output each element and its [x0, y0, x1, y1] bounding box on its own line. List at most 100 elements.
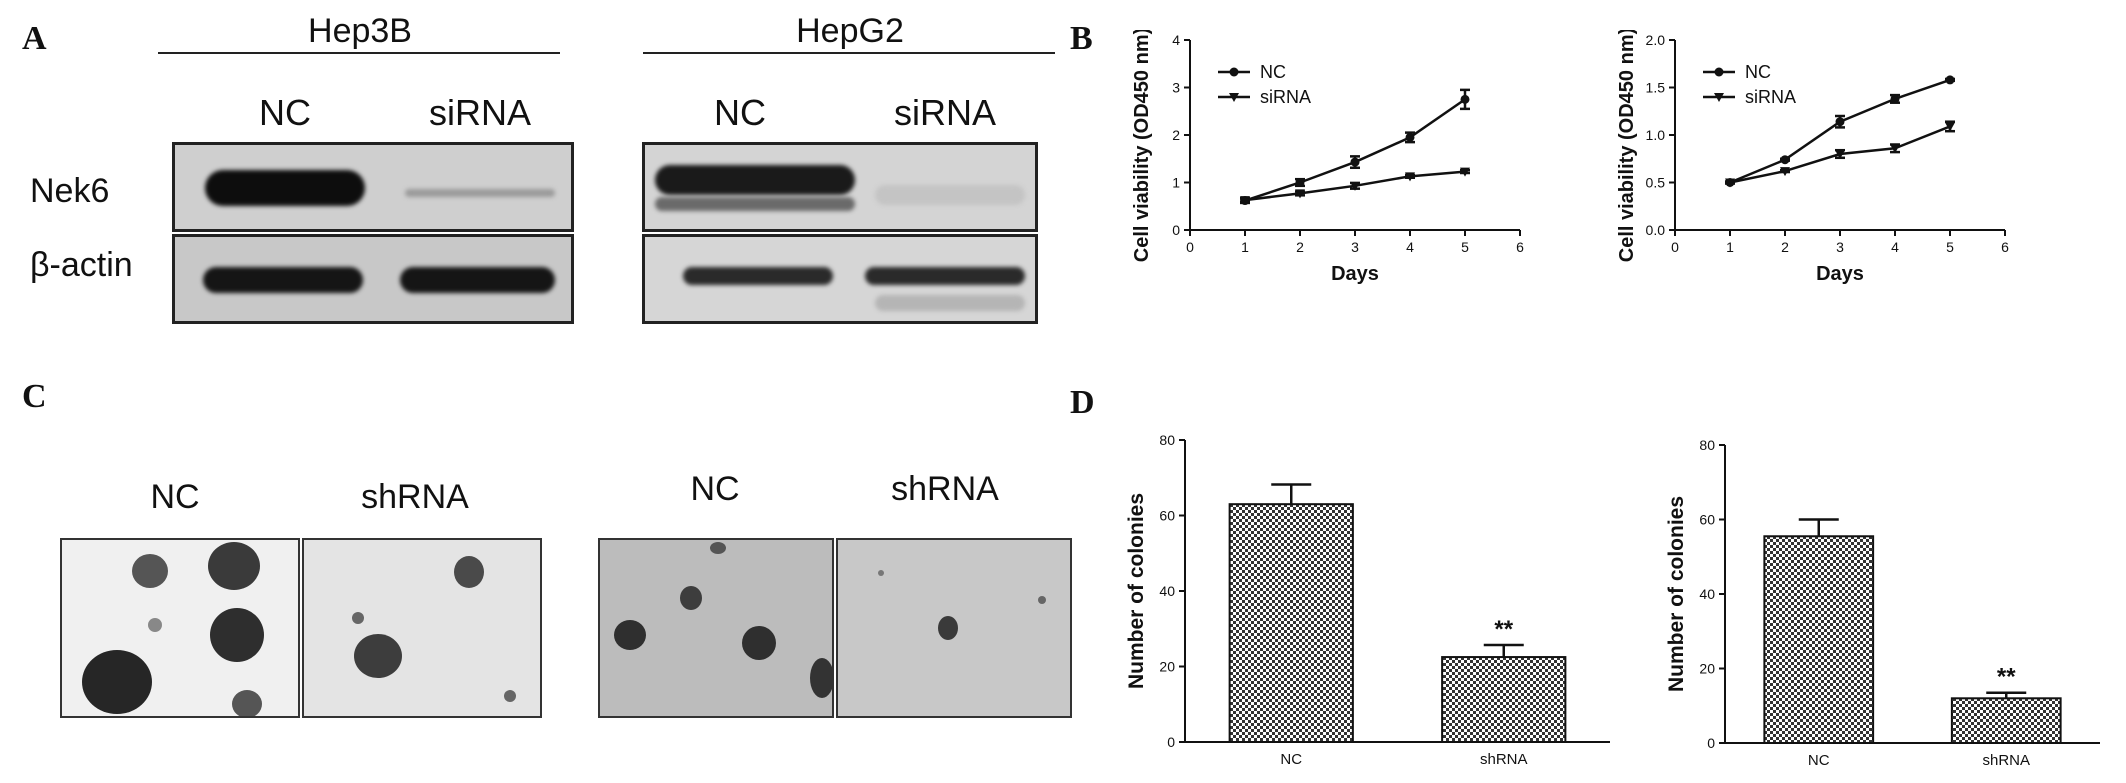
data-point-siRNA: [1725, 178, 1735, 188]
y-tick-label: 3: [1172, 80, 1180, 96]
colony: [614, 620, 646, 650]
band: [405, 189, 555, 197]
significance-label: **: [1997, 664, 2016, 691]
colony: [82, 650, 152, 714]
colony: [938, 616, 958, 640]
x-tick-label: 4: [1891, 239, 1899, 255]
data-point-siRNA: [1295, 189, 1305, 199]
colony: [232, 690, 262, 716]
y-tick-label: 40: [1699, 586, 1715, 602]
data-point-NC: [1890, 94, 1900, 104]
legend-marker: [1714, 93, 1724, 102]
y-tick-label: 1: [1172, 175, 1180, 191]
colony-photo-nc-2: [598, 538, 834, 718]
data-point-NC: [1835, 117, 1845, 127]
data-point-siRNA: [1890, 144, 1900, 154]
photo-label: shRNA: [361, 478, 469, 516]
lane-label: NC: [714, 92, 766, 133]
line-chart-b-right: 0.0 0.5 1.0 1.5 2.0 0 1 2 3 4 5 6 Days Cell viability…: [1616, 30, 2009, 285]
x-tick-label: 2: [1781, 239, 1789, 255]
data-point-siRNA: [1460, 167, 1470, 177]
legend-label: NC: [1745, 62, 1771, 82]
cell-line-title: HepG2: [796, 12, 904, 50]
bar-NC: [1763, 535, 1875, 744]
x-tick-label: 0: [1671, 239, 1679, 255]
panel-letter-c: C: [22, 378, 47, 415]
data-point-siRNA: [1835, 150, 1845, 159]
x-tick-label: 0: [1186, 239, 1194, 255]
x-tick-label: 6: [2001, 239, 2009, 255]
y-tick-label: 0: [1167, 734, 1175, 750]
colony: [680, 586, 702, 610]
blot-actin-hep3b: [172, 234, 574, 324]
colony: [742, 626, 776, 660]
y-tick-label: 4: [1172, 32, 1180, 48]
x-tick-label: 5: [1461, 239, 1469, 255]
y-tick-label: 20: [1699, 661, 1715, 677]
y-axis-label: Number of colonies: [1665, 496, 1688, 692]
data-point-NC: [1295, 178, 1305, 187]
x-tick-label: 2: [1296, 239, 1304, 255]
band: [875, 295, 1025, 311]
y-tick-label: 0.5: [1646, 175, 1666, 191]
legend-label: NC: [1260, 62, 1286, 82]
band: [875, 185, 1025, 205]
x-axis-label: Days: [1331, 263, 1379, 285]
photo-label: NC: [150, 478, 200, 516]
band: [205, 170, 365, 206]
colony: [504, 690, 516, 702]
x-tick-label: shRNA: [1480, 751, 1528, 768]
colony: [208, 542, 260, 590]
colony: [352, 612, 364, 624]
data-point-NC: [1350, 157, 1360, 167]
row-label-actin: β-actin: [30, 246, 133, 284]
colony-photo-nc-1: [60, 538, 300, 718]
line-chart-b-left: 0 1 2 3 4 0 1 2 3 4 5 6 Days Cell viability (OD450 nm…: [1131, 30, 1524, 285]
photo-label: NC: [690, 470, 740, 508]
bar-chart-d-right: 0 20 40 60 80 Number of colonies NC ** shRNA: [1665, 437, 2100, 769]
data-point-NC: [1780, 155, 1790, 165]
data-point-NC: [1460, 94, 1470, 104]
x-tick-label: 5: [1946, 239, 1954, 255]
y-tick-label: 80: [1699, 437, 1715, 453]
x-tick-label: 4: [1406, 239, 1414, 255]
y-tick-label: 2: [1172, 127, 1180, 143]
colony: [710, 542, 726, 554]
group-underline: [643, 52, 1055, 54]
colony: [1038, 596, 1046, 604]
y-tick-label: 0.0: [1646, 222, 1666, 238]
data-point-siRNA: [1945, 122, 1955, 132]
x-tick-label: 3: [1836, 239, 1844, 255]
blot-nek6-hepg2: [642, 142, 1038, 232]
y-axis-label: Cell viability (OD450 nm): [1616, 30, 1638, 262]
bar-NC: [1228, 503, 1354, 743]
y-tick-label: 60: [1159, 508, 1175, 524]
x-tick-label: 1: [1241, 239, 1249, 255]
y-axis-label: Cell viability (OD450 nm): [1131, 30, 1153, 262]
blot-actin-hepg2: [642, 234, 1038, 324]
legend-marker: [1229, 67, 1239, 77]
data-point-siRNA: [1240, 196, 1250, 206]
band: [203, 267, 363, 293]
blot-nek6-hep3b: [172, 142, 574, 232]
y-tick-label: 40: [1159, 583, 1175, 599]
group-underline: [158, 52, 560, 54]
cell-line-title: Hep3B: [308, 12, 412, 50]
band: [683, 267, 833, 285]
panel-letter-d: D: [1070, 384, 1095, 421]
colony-photo-shrna-1: [302, 538, 542, 718]
colony-photo-shrna-2: [836, 538, 1072, 718]
y-tick-label: 60: [1699, 512, 1715, 528]
panel-letter-b: B: [1070, 20, 1093, 57]
panel-letter-a: A: [22, 20, 47, 57]
row-label-nek6: Nek6: [30, 172, 110, 210]
band: [655, 165, 855, 195]
band: [400, 267, 555, 293]
colony: [810, 658, 832, 698]
data-point-NC: [1945, 75, 1955, 85]
data-point-NC: [1405, 132, 1415, 142]
band: [865, 267, 1025, 285]
data-point-siRNA: [1350, 181, 1360, 191]
y-tick-label: 2.0: [1646, 32, 1666, 48]
x-tick-label: 6: [1516, 239, 1524, 255]
